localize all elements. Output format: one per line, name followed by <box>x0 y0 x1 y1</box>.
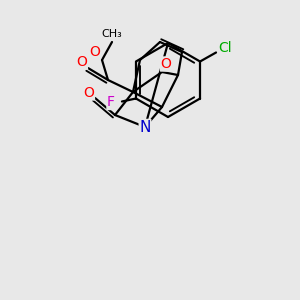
Text: F: F <box>107 95 115 110</box>
Text: O: O <box>84 86 94 100</box>
Text: O: O <box>160 57 171 71</box>
Text: O: O <box>90 45 101 59</box>
Text: CH₃: CH₃ <box>102 29 122 39</box>
Text: N: N <box>139 119 151 134</box>
Text: O: O <box>76 55 87 69</box>
Text: Cl: Cl <box>218 40 232 55</box>
